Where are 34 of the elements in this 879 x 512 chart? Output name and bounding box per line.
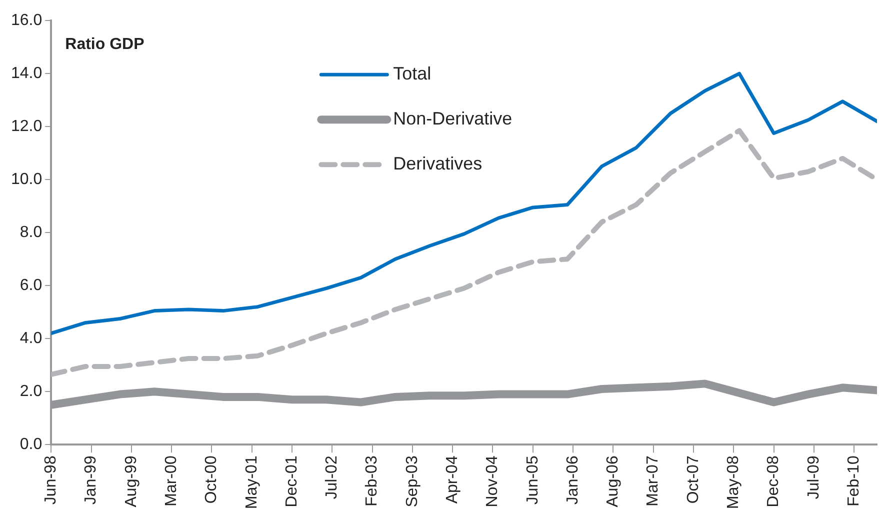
x-tick-label: Jan-99	[82, 456, 100, 505]
x-tick-label: Oct-00	[203, 456, 220, 504]
x-tick-label: Jan-06	[564, 456, 582, 505]
x-tick-label: Oct-07	[684, 456, 702, 504]
x-tick-label: May-08	[725, 456, 742, 510]
x-tick-label: Feb-03	[364, 456, 381, 506]
x-tick-label: Nov-04	[484, 456, 502, 508]
x-tick-label: Jul-09	[805, 456, 822, 500]
x-tick-label: Aug-06	[604, 456, 622, 508]
x-tick-label: Apr-04	[444, 456, 462, 504]
y-tick-label: 0.0	[20, 436, 42, 454]
x-tick-label: Jun-98	[42, 456, 60, 505]
y-axis-title: Ratio GDP	[65, 36, 145, 54]
x-tick-label: Dec-01	[283, 456, 300, 508]
x-tick-label: Jun-05	[524, 456, 542, 505]
x-tick-label: Aug-99	[122, 456, 140, 508]
x-tick-label: Sep-03	[404, 456, 421, 508]
x-tick-label: May-01	[243, 456, 260, 510]
x-tick-label: Mar-00	[162, 456, 180, 506]
x-tick-label: Jul-02	[324, 456, 341, 500]
y-tick-label: 14.0	[11, 65, 42, 82]
y-tick-label: 8.0	[20, 224, 42, 242]
legend-label: Derivatives	[393, 154, 482, 174]
y-tick-label: 2.0	[20, 383, 42, 400]
y-tick-label: 4.0	[20, 330, 42, 348]
x-tick-label: Dec-08	[765, 456, 782, 508]
legend-label: Total	[393, 64, 432, 84]
y-tick-label: 10.0	[11, 171, 42, 188]
y-tick-label: 16.0	[11, 12, 42, 30]
y-tick-label: 12.0	[11, 118, 42, 136]
y-tick-label: 6.0	[20, 277, 42, 294]
x-tick-label: Mar-07	[644, 456, 662, 506]
legend-label: Non-Derivative	[393, 108, 512, 129]
x-tick-label: Feb-10	[845, 456, 862, 506]
